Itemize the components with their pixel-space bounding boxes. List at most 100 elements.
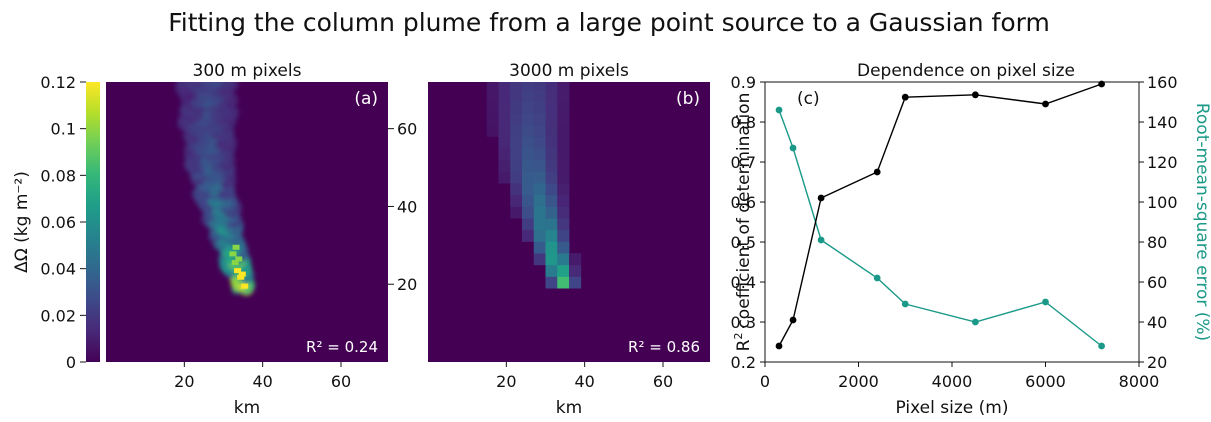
coarse-pixel <box>545 101 558 114</box>
r2-point <box>817 194 825 202</box>
coarse-pixel <box>498 136 511 149</box>
panel-b-yticks: 20 40 60 <box>388 120 417 294</box>
coarse-pixel <box>498 148 511 161</box>
rmse-point <box>789 144 797 152</box>
y-tick-left-label: 0.3 <box>731 313 756 332</box>
coarse-pixel <box>545 218 558 231</box>
plume-peak-spot <box>235 256 243 262</box>
x-tick-label: 20 <box>496 372 516 391</box>
x-tick-label: 60 <box>331 372 351 391</box>
rmse-line <box>778 109 1103 347</box>
y-tick-label: 60 <box>397 120 417 139</box>
coarse-pixel <box>498 159 511 172</box>
coarse-pixel <box>533 171 546 184</box>
coarse-pixel <box>557 241 570 254</box>
colorbar-tick-label: 0.08 <box>40 166 76 185</box>
y-tick-right-label: 80 <box>1147 233 1167 252</box>
coarse-pixel <box>557 136 570 149</box>
coarse-pixel <box>545 171 558 184</box>
panel-c: Dependence on pixel size (c) 0 2000 4000 60… <box>731 61 1211 418</box>
coarse-pixel <box>486 82 499 91</box>
coarse-pixel <box>557 276 570 289</box>
panel-b-xticks: 20 40 60 <box>496 362 673 391</box>
coarse-pixel <box>498 124 511 137</box>
coarse-pixel <box>557 171 570 184</box>
panel-a-r2: R² = 0.24 <box>306 338 378 356</box>
coarse-pixel <box>522 206 535 219</box>
coarse-pixel <box>545 206 558 219</box>
coarse-pixel <box>510 159 523 172</box>
y-tick-left-label: 0.2 <box>731 353 756 372</box>
panel-a-plume-blobs <box>175 82 256 296</box>
rmse-point <box>971 318 979 326</box>
colorbar: 0 0.02 0.04 0.06 0.08 0.1 0.12 ΔΩ (kg m⁻²) <box>12 73 100 372</box>
rmse-point <box>901 300 909 308</box>
y-tick-left-label: 0.8 <box>731 113 756 132</box>
coarse-pixel <box>569 276 582 289</box>
y-tick-label: 40 <box>397 197 417 216</box>
x-tick-label: 0 <box>760 372 770 391</box>
coarse-pixel <box>557 159 570 172</box>
x-tick-label: 20 <box>174 372 194 391</box>
x-tick-label: 2000 <box>838 372 879 391</box>
coarse-pixel <box>510 171 523 184</box>
rmse-point <box>1042 298 1049 306</box>
coarse-pixel <box>545 241 558 254</box>
x-tick-label: 40 <box>252 372 272 391</box>
coarse-pixel <box>522 136 535 149</box>
x-tick-label: 8000 <box>1119 372 1160 391</box>
coarse-pixel <box>545 194 558 207</box>
plume-peak-spot <box>231 259 239 265</box>
colorbar-tick-label: 0.06 <box>40 213 76 232</box>
panel-c-title: Dependence on pixel size <box>857 61 1075 81</box>
panel-a: 300 m pixels (a) R² = 0.24 20 40 60 km <box>106 61 388 418</box>
panel-a-xlabel: km <box>234 398 260 418</box>
y-tick-right-label: 20 <box>1147 353 1167 372</box>
colorbar-tick-label: 0 <box>66 353 76 372</box>
y-tick-left-label: 0.9 <box>731 73 756 92</box>
coarse-pixel <box>557 124 570 137</box>
coarse-pixel <box>557 264 570 277</box>
coarse-pixel <box>510 101 523 114</box>
coarse-pixel <box>545 82 558 91</box>
coarse-pixel <box>545 148 558 161</box>
coarse-pixel <box>510 206 523 219</box>
coarse-pixel <box>510 136 523 149</box>
figure-title: Fitting the column plume from a large po… <box>168 8 1050 37</box>
r2-point <box>775 342 783 350</box>
coarse-pixel <box>486 89 499 102</box>
coarse-pixel <box>569 253 582 266</box>
coarse-pixel <box>545 253 558 266</box>
coarse-pixel <box>486 101 499 114</box>
colorbar-tick-label: 0.12 <box>40 73 76 92</box>
coarse-pixel <box>545 124 558 137</box>
panel-c-ylabel-right: Root-mean-square error (%) <box>1192 103 1211 341</box>
coarse-pixel <box>557 82 570 91</box>
coarse-pixel <box>498 171 511 184</box>
coarse-pixel <box>498 82 511 91</box>
panel-c-xlabel: Pixel size (m) <box>896 398 1009 418</box>
coarse-pixel <box>510 82 523 91</box>
r2-point <box>789 316 797 324</box>
coarse-pixel <box>557 253 570 266</box>
coarse-pixel <box>533 124 546 137</box>
y-tick-right-label: 160 <box>1147 73 1178 92</box>
r2-point <box>1042 100 1049 108</box>
panel-a-title: 300 m pixels <box>193 61 302 81</box>
coarse-pixel <box>533 159 546 172</box>
coarse-pixel <box>557 183 570 196</box>
colorbar-label: ΔΩ (kg m⁻²) <box>12 171 32 273</box>
plume-blob <box>184 82 202 88</box>
coarse-pixel <box>522 124 535 137</box>
coarse-pixel <box>498 113 511 126</box>
coarse-pixel <box>557 194 570 207</box>
plume-peak-spot <box>232 244 240 250</box>
panel-a-plume <box>175 82 256 296</box>
y-tick-right-label: 100 <box>1147 193 1178 212</box>
coarse-pixel <box>545 264 558 277</box>
y-tick-right-label: 140 <box>1147 113 1178 132</box>
coarse-pixel <box>522 171 535 184</box>
coarse-pixel <box>522 183 535 196</box>
coarse-pixel <box>533 206 546 219</box>
